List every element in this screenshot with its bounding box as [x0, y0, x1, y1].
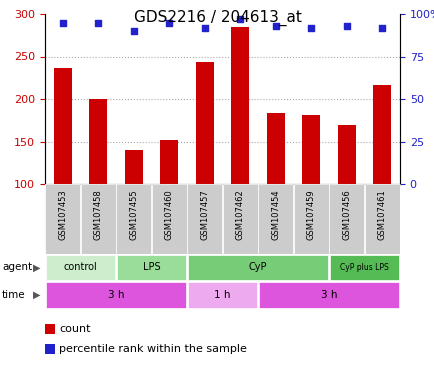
Text: GSM107453: GSM107453 [58, 190, 67, 240]
Bar [45, 184, 80, 254]
Point [236, 16, 243, 22]
Text: agent: agent [2, 263, 32, 273]
Text: 1 h: 1 h [214, 290, 230, 300]
Text: LPS: LPS [142, 263, 160, 273]
Bar [222, 184, 257, 254]
Bar [302, 115, 319, 184]
Text: ▶: ▶ [33, 263, 40, 273]
Text: 3 h: 3 h [320, 290, 336, 300]
Text: CyP plus LPS: CyP plus LPS [339, 263, 388, 272]
Point [95, 20, 102, 26]
Point [307, 25, 314, 31]
Text: GSM107457: GSM107457 [200, 190, 209, 240]
Point [130, 28, 137, 34]
Text: GSM107462: GSM107462 [235, 190, 244, 240]
Bar [160, 140, 178, 184]
Bar [329, 255, 398, 280]
Point [342, 23, 349, 29]
Bar [187, 282, 256, 308]
Text: GDS2216 / 204613_at: GDS2216 / 204613_at [133, 10, 301, 26]
Bar [328, 184, 364, 254]
Bar [89, 99, 107, 184]
Bar [46, 282, 186, 308]
Bar [257, 184, 293, 254]
Text: control: control [63, 263, 97, 273]
Text: percentile rank within the sample: percentile rank within the sample [59, 344, 247, 354]
Text: count: count [59, 324, 91, 334]
Text: GSM107460: GSM107460 [164, 190, 173, 240]
Bar [187, 184, 222, 254]
Text: 3 h: 3 h [108, 290, 124, 300]
Bar [151, 184, 187, 254]
Text: CyP: CyP [248, 263, 266, 273]
Bar [125, 150, 142, 184]
Bar [364, 184, 399, 254]
Bar [293, 184, 328, 254]
Point [165, 20, 172, 26]
Text: GSM107456: GSM107456 [342, 190, 350, 240]
Point [59, 20, 66, 26]
Bar [54, 68, 72, 184]
Bar [80, 184, 116, 254]
Point [201, 25, 208, 31]
Bar [187, 255, 328, 280]
Text: GSM107454: GSM107454 [271, 190, 279, 240]
Bar [372, 84, 390, 184]
Bar [116, 184, 151, 254]
Bar [231, 27, 249, 184]
Text: time: time [2, 290, 26, 300]
Bar [337, 124, 355, 184]
Text: GSM107458: GSM107458 [94, 190, 102, 240]
Text: ▶: ▶ [33, 290, 40, 300]
Bar [46, 255, 115, 280]
Point [272, 23, 279, 29]
Bar [116, 255, 186, 280]
Point [378, 25, 385, 31]
Bar [195, 61, 213, 184]
Text: GSM107459: GSM107459 [306, 190, 315, 240]
Text: GSM107455: GSM107455 [129, 190, 138, 240]
Bar [266, 113, 284, 184]
Bar [258, 282, 398, 308]
Text: GSM107461: GSM107461 [377, 190, 386, 240]
